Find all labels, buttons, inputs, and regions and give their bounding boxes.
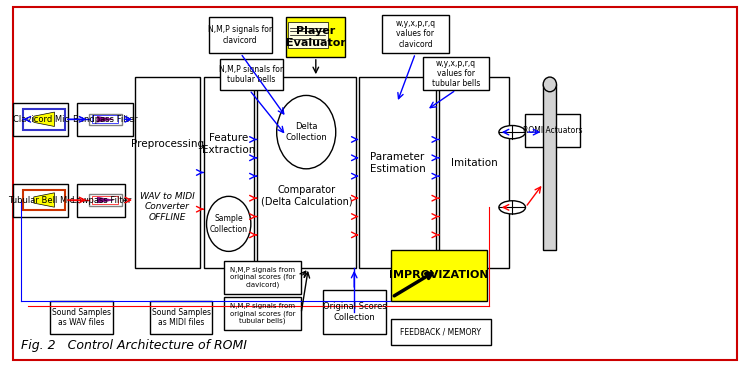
- FancyBboxPatch shape: [209, 17, 272, 53]
- FancyBboxPatch shape: [89, 114, 121, 125]
- FancyBboxPatch shape: [543, 84, 557, 250]
- FancyBboxPatch shape: [24, 190, 65, 210]
- Text: Sound Samples
as WAV files: Sound Samples as WAV files: [52, 308, 111, 327]
- FancyBboxPatch shape: [13, 103, 68, 136]
- Text: N,M,P signals from
original scores (for
clavicord): N,M,P signals from original scores (for …: [230, 266, 295, 288]
- Text: Player
Evaluator: Player Evaluator: [286, 26, 346, 47]
- FancyBboxPatch shape: [288, 22, 328, 48]
- Polygon shape: [33, 112, 54, 127]
- Text: Tubular Bell Mic: Tubular Bell Mic: [7, 196, 74, 204]
- Text: Clavicord Mic: Clavicord Mic: [13, 115, 69, 124]
- Text: Lowpass Filter: Lowpass Filter: [71, 196, 131, 204]
- Text: Delta
Collection: Delta Collection: [286, 123, 327, 142]
- FancyBboxPatch shape: [89, 195, 121, 206]
- FancyBboxPatch shape: [391, 319, 491, 345]
- FancyBboxPatch shape: [24, 109, 65, 130]
- Text: IMPROVIZATION: IMPROVIZATION: [389, 270, 489, 280]
- Text: Sample
Collection: Sample Collection: [210, 214, 248, 233]
- Text: N,M,P signals for
tubular bells: N,M,P signals for tubular bells: [219, 65, 283, 84]
- Text: Fig. 2   Control Architecture of ROMI: Fig. 2 Control Architecture of ROMI: [21, 339, 246, 352]
- FancyBboxPatch shape: [150, 301, 213, 334]
- Text: w,y,x,p,r,q
values for
tubular bells: w,y,x,p,r,q values for tubular bells: [432, 58, 481, 88]
- Polygon shape: [97, 116, 114, 122]
- FancyBboxPatch shape: [257, 77, 356, 268]
- Text: Sound Samples
as MIDI files: Sound Samples as MIDI files: [152, 308, 211, 327]
- FancyBboxPatch shape: [439, 77, 509, 268]
- Ellipse shape: [277, 95, 336, 169]
- Text: Original Scores
Collection: Original Scores Collection: [323, 302, 386, 321]
- Text: Preprocessing: Preprocessing: [131, 139, 204, 149]
- Text: Bandpass Filter: Bandpass Filter: [73, 115, 138, 124]
- Text: N,M,P signals for
clavicord: N,M,P signals for clavicord: [208, 25, 272, 44]
- FancyBboxPatch shape: [135, 77, 200, 268]
- Text: Imitation: Imitation: [451, 158, 498, 168]
- FancyBboxPatch shape: [92, 196, 118, 204]
- FancyBboxPatch shape: [77, 103, 132, 136]
- FancyBboxPatch shape: [223, 261, 301, 294]
- Text: ROMI Actuators: ROMI Actuators: [523, 126, 582, 135]
- FancyBboxPatch shape: [223, 297, 301, 330]
- FancyBboxPatch shape: [359, 77, 436, 268]
- Ellipse shape: [543, 77, 557, 92]
- FancyBboxPatch shape: [13, 184, 68, 217]
- FancyBboxPatch shape: [286, 17, 345, 57]
- Circle shape: [499, 201, 525, 214]
- Ellipse shape: [207, 196, 251, 251]
- FancyBboxPatch shape: [323, 290, 386, 334]
- Polygon shape: [33, 193, 54, 207]
- FancyBboxPatch shape: [391, 250, 487, 301]
- Polygon shape: [97, 197, 114, 203]
- Text: w,y,x,p,r,q
values for
clavicord: w,y,x,p,r,q values for clavicord: [395, 19, 435, 49]
- Text: Comparator
(Delta Calculation): Comparator (Delta Calculation): [260, 185, 353, 206]
- Text: N,M,P signals from
original scores (for
tubular bells): N,M,P signals from original scores (for …: [230, 303, 295, 324]
- FancyBboxPatch shape: [50, 301, 113, 334]
- FancyBboxPatch shape: [92, 115, 118, 123]
- FancyBboxPatch shape: [423, 57, 490, 90]
- Text: Parameter
Estimation: Parameter Estimation: [370, 152, 426, 174]
- FancyBboxPatch shape: [382, 15, 449, 53]
- FancyBboxPatch shape: [77, 184, 125, 217]
- FancyBboxPatch shape: [204, 77, 254, 268]
- FancyBboxPatch shape: [525, 114, 580, 147]
- FancyBboxPatch shape: [219, 59, 283, 90]
- Circle shape: [499, 126, 525, 139]
- Text: FEEDBACK / MEMORY: FEEDBACK / MEMORY: [400, 328, 481, 337]
- Text: WAV to MIDI
Converter
OFFLINE: WAV to MIDI Converter OFFLINE: [140, 192, 195, 222]
- Text: Feature
Extraction: Feature Extraction: [202, 133, 255, 155]
